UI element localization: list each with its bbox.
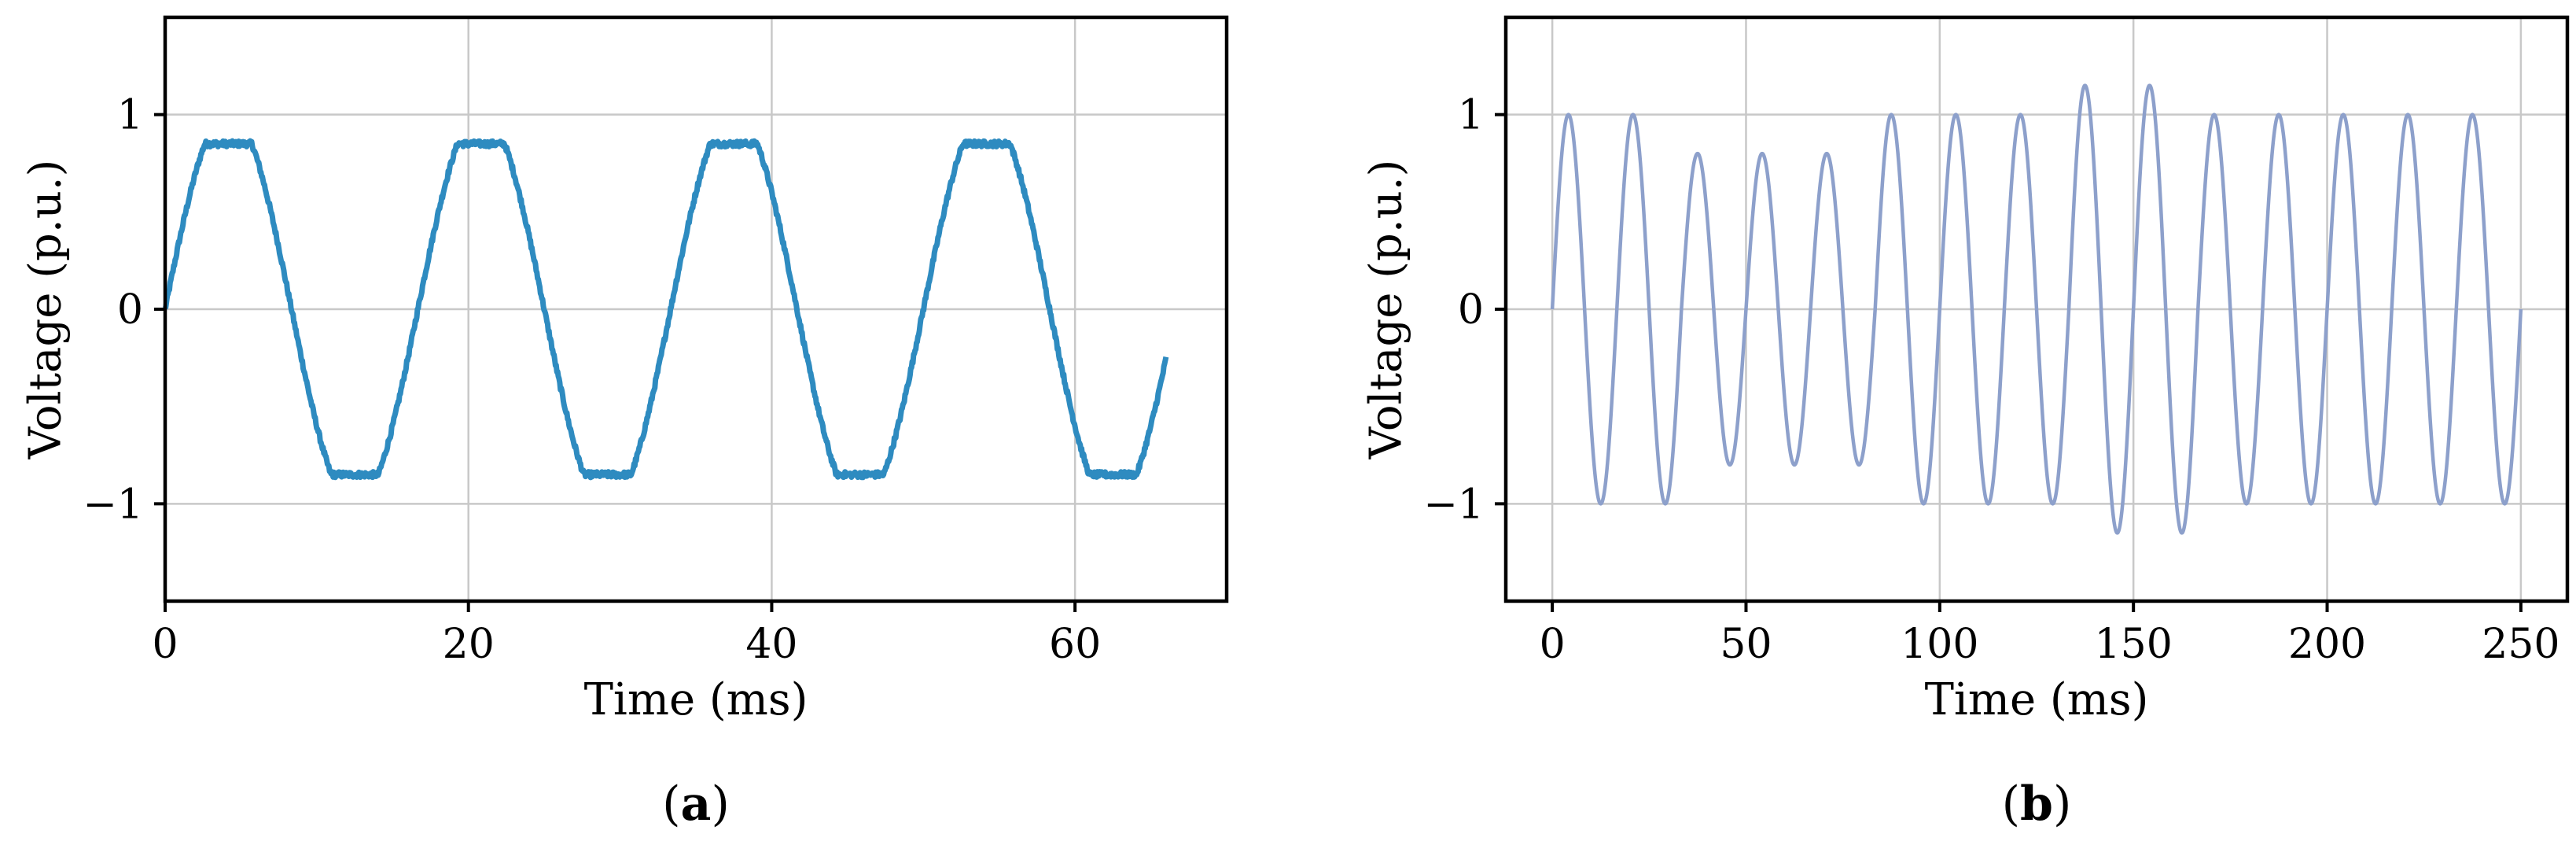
panel-a-y-tick-label: 1 bbox=[117, 92, 143, 139]
panel-b-ticks: 0 50 100 150 200 250 −1 0 1 bbox=[1423, 92, 2559, 668]
panel-b-y-axis-label: Voltage (p.u.) bbox=[1361, 160, 1412, 460]
panel-b-y-tick-label: 0 bbox=[1458, 286, 1484, 334]
panel-a-ticks: 0 20 40 60 −1 0 1 bbox=[83, 92, 1101, 668]
panel-b-x-tick-label: 200 bbox=[2288, 621, 2366, 668]
panel-b-caption-letter: b bbox=[2020, 777, 2053, 832]
panel-b-y-tick-label: −1 bbox=[1423, 481, 1484, 528]
panel-b-chart: 0 50 100 150 200 250 −1 0 1 Time (ms) Voltage (p… bbox=[1361, 15, 2570, 832]
panel-a-y-tick-label: −1 bbox=[83, 481, 143, 528]
panel-a-caption: (a) bbox=[662, 777, 730, 832]
panel-b-x-tick-label: 150 bbox=[2095, 621, 2173, 668]
panel-a-x-tick-label: 60 bbox=[1049, 621, 1101, 668]
panel-b-y-tick-label: 1 bbox=[1458, 92, 1484, 139]
panel-b-series-line bbox=[1550, 83, 2523, 535]
panel-b-x-tick-label: 0 bbox=[1540, 621, 1566, 668]
panel-a-caption-letter: a bbox=[681, 777, 712, 832]
panel-a-x-tick-label: 20 bbox=[443, 621, 495, 668]
panel-a-gridlines bbox=[164, 17, 1227, 601]
panel-b-caption: (b) bbox=[2002, 777, 2072, 832]
panel-a-x-axis-label: Time (ms) bbox=[584, 674, 808, 725]
panel-b-x-tick-label: 50 bbox=[1720, 621, 1772, 668]
panel-b-x-tick-label: 250 bbox=[2482, 621, 2559, 668]
panel-a-chart: 0 20 40 60 −1 0 1 Time (ms) Voltage (p.u.) (a) bbox=[20, 15, 1229, 832]
panel-a-x-tick-label: 40 bbox=[745, 621, 797, 668]
panel-a-y-axis-label: Voltage (p.u.) bbox=[20, 160, 72, 460]
panel-a-series-line bbox=[162, 138, 1169, 481]
panel-a-x-tick-label: 0 bbox=[152, 621, 178, 668]
panel-b-x-tick-label: 100 bbox=[1901, 621, 1978, 668]
panel-b-x-axis-label: Time (ms) bbox=[1925, 674, 2149, 725]
panel-a-y-tick-label: 0 bbox=[117, 286, 143, 334]
